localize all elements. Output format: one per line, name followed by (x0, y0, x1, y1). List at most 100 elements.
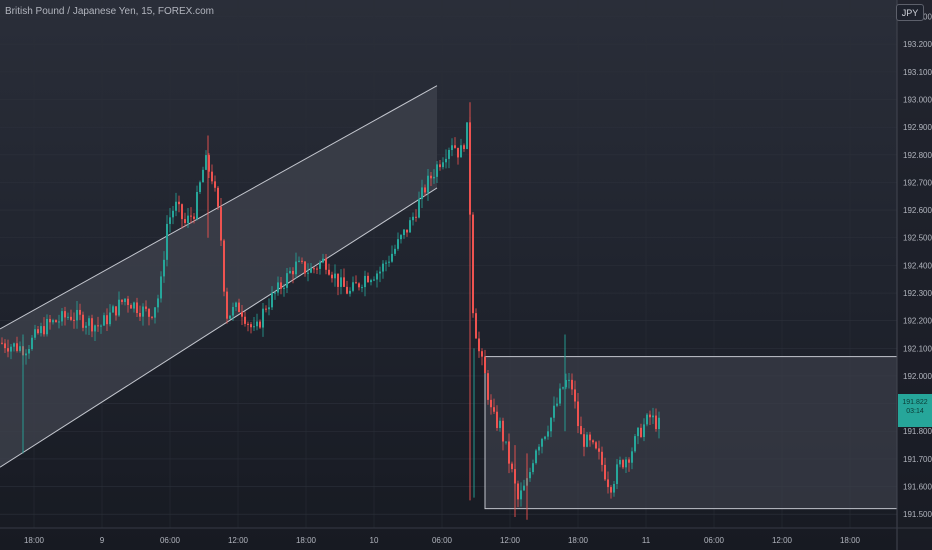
candle-body (298, 260, 300, 262)
candle-body (244, 316, 246, 324)
candle-body (496, 411, 498, 428)
candle-body (595, 442, 597, 449)
candle-body (343, 277, 345, 287)
chart-title[interactable]: British Pound / Japanese Yen, 15, FOREX.… (5, 6, 215, 17)
candle-body (103, 315, 105, 326)
price-tick-label: 192.100 (903, 344, 932, 353)
candle-body (478, 338, 480, 352)
candle-body (241, 312, 243, 317)
candle-body (436, 164, 438, 177)
candle-body (4, 343, 6, 349)
price-tick-label: 193.000 (903, 96, 932, 105)
candle-body (328, 269, 330, 275)
candle-body (574, 389, 576, 402)
ascending-channel-upper-line[interactable] (0, 85, 438, 330)
candle-body (28, 349, 30, 354)
candle-body (100, 325, 102, 327)
candle-body (508, 441, 510, 464)
price-tick-label: 193.100 (903, 68, 932, 77)
candle-body (313, 268, 315, 270)
candle-body (193, 216, 195, 219)
candle-body (634, 436, 636, 452)
candle-body (442, 162, 444, 168)
candle-body (265, 308, 267, 310)
time-axis[interactable]: 18:00 9 06:00 12:00 18:00 10 06:00 12:00 18:00 11… (24, 536, 861, 545)
candle-body (430, 175, 432, 179)
price-axis[interactable]: 193.300193.200193.100193.000192.900192.8… (903, 13, 932, 520)
last-price-value: 191.822 (902, 399, 928, 406)
candle-body (256, 321, 258, 327)
candle-body (124, 298, 126, 302)
price-tick-label: 192.700 (903, 178, 932, 187)
candle-body (502, 420, 504, 442)
candle-body (259, 321, 261, 328)
candle-body (52, 320, 54, 323)
range-rectangle[interactable] (484, 356, 898, 510)
candle-body (88, 318, 90, 326)
candle-body (115, 306, 117, 316)
candle-body (175, 201, 177, 211)
countdown-timer: 03:14 (906, 408, 924, 415)
candle-body (160, 276, 162, 299)
candle-body (385, 262, 387, 264)
candle-body (601, 451, 603, 465)
ascending-channel-lower-line[interactable] (0, 187, 438, 468)
candle-body (544, 436, 546, 439)
candle-body (412, 216, 414, 221)
candle-body (280, 282, 282, 289)
time-tick-label: 12:00 (772, 536, 793, 545)
candle-body (535, 450, 537, 464)
candle-body (55, 320, 57, 323)
candle-body (565, 380, 567, 388)
candle-body (637, 427, 639, 437)
time-tick-label: 10 (370, 536, 379, 545)
candle-body (487, 373, 489, 400)
candle-body (67, 316, 69, 318)
candle-body (79, 309, 81, 315)
currency-badge[interactable]: JPY (896, 4, 924, 21)
candle-body (319, 262, 321, 269)
candle-body (76, 309, 78, 321)
candle-body (295, 261, 297, 275)
candle-body (439, 164, 441, 168)
candle-body (547, 431, 549, 437)
candle-body (331, 274, 333, 279)
candle-body (400, 235, 402, 240)
candle-body (49, 318, 51, 323)
candle-body (10, 346, 12, 352)
candle-body (391, 253, 393, 262)
candle-body (553, 405, 555, 418)
candle-body (211, 171, 213, 182)
time-tick-label: 9 (100, 536, 105, 545)
candle-body (415, 216, 417, 218)
candle-body (460, 145, 462, 158)
candle-body (403, 229, 405, 236)
candle-body (337, 273, 339, 287)
candle-body (610, 487, 612, 493)
candle-body (238, 302, 240, 313)
candle-body (292, 270, 294, 275)
candle-body (367, 275, 369, 283)
candle-body (34, 329, 36, 338)
candle-body (133, 302, 135, 309)
candle-body (421, 187, 423, 200)
candle-body (145, 306, 147, 309)
candle-body (154, 307, 156, 318)
last-price-label: 191.822 03:14 (898, 394, 932, 427)
candle-body (577, 401, 579, 427)
candle-body (283, 287, 285, 289)
candle-body (190, 215, 192, 217)
candle-body (46, 318, 48, 335)
ascending-channel-fill[interactable] (0, 85, 437, 468)
candle-body (355, 282, 357, 284)
candle-body (466, 122, 468, 149)
candle-body (127, 298, 129, 306)
candle-body (325, 258, 327, 270)
candle-body (250, 324, 252, 328)
candle-body (406, 229, 408, 233)
candle-body (91, 318, 93, 332)
candle-body (310, 268, 312, 273)
candle-body (7, 348, 9, 352)
candle-body (589, 434, 591, 441)
